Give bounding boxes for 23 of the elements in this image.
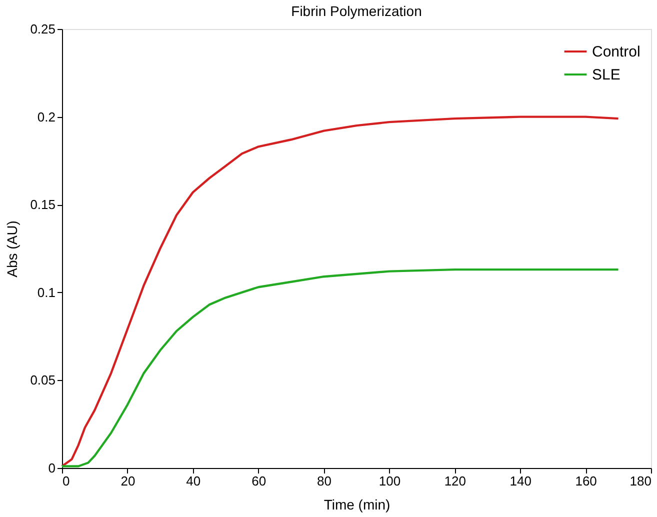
x-tick-label: 140 xyxy=(510,474,532,488)
y-tick-label: 0 xyxy=(48,460,56,476)
y-tick-label: 0.25 xyxy=(30,22,56,36)
legend-label: SLE xyxy=(592,66,620,84)
x-tick-label: 20 xyxy=(120,474,136,488)
chart-title: Fibrin Polymerization xyxy=(291,3,422,19)
y-tick-label: 0.2 xyxy=(37,109,56,124)
x-tick-label: 160 xyxy=(575,474,597,488)
line-series xyxy=(60,268,620,468)
x-tick-label: 180 xyxy=(630,474,652,488)
x-tick-label: 100 xyxy=(378,474,401,488)
y-tick-label: 0.15 xyxy=(30,197,56,212)
legend-label: Control xyxy=(592,44,640,60)
y-tick-label: 0.1 xyxy=(37,284,56,300)
line-series xyxy=(60,116,620,468)
x-tick-label: 40 xyxy=(186,474,201,488)
x-tick-label: 60 xyxy=(252,474,266,488)
y-axis-title: Abs (AU) xyxy=(4,220,20,278)
y-tick-label: 0.05 xyxy=(30,372,56,388)
x-tick-label: 0 xyxy=(62,474,70,488)
x-tick-label: 120 xyxy=(444,474,466,488)
x-axis-title: Time (min) xyxy=(324,496,390,512)
x-tick-label: 80 xyxy=(317,474,332,488)
